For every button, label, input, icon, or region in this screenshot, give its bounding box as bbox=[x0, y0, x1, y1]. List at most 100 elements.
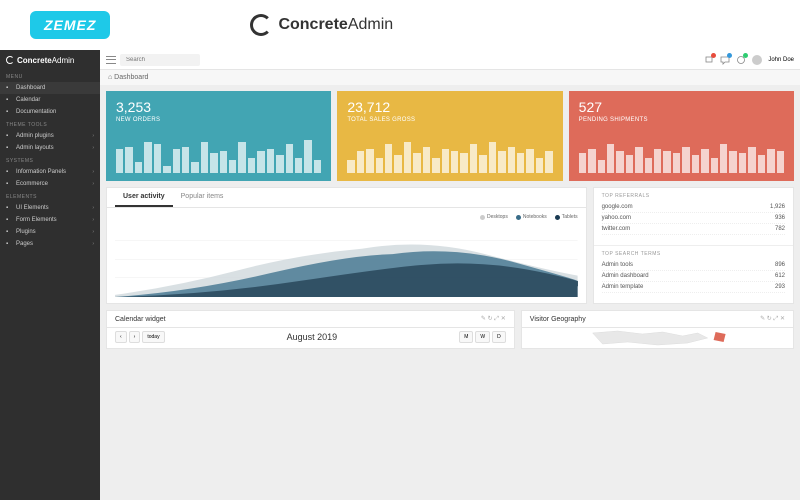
area-chart bbox=[115, 222, 578, 297]
sidebar-item[interactable]: ▪ Admin plugins › bbox=[0, 130, 100, 142]
stat-card: 527 PENDING SHIPMENTS bbox=[569, 91, 794, 181]
calendar-month: August 2019 bbox=[287, 332, 338, 342]
stat-sparkline bbox=[116, 129, 321, 173]
sidebar-item[interactable]: ▪ Pages › bbox=[0, 238, 100, 250]
chevron-right-icon: › bbox=[92, 229, 94, 235]
cal-prev-button[interactable]: ‹ bbox=[115, 331, 127, 343]
info-icon: ▪ bbox=[6, 169, 12, 175]
chevron-right-icon: › bbox=[92, 133, 94, 139]
chevron-right-icon: › bbox=[92, 241, 94, 247]
tab[interactable]: User activity bbox=[115, 188, 173, 207]
promo-header: ZEMEZ ConcreteAdmin bbox=[0, 0, 800, 50]
sidebar-item-label: Calendar bbox=[16, 97, 40, 103]
sidebar-item-label: Documentation bbox=[16, 109, 56, 115]
activity-tabs: User activityPopular items bbox=[107, 188, 586, 208]
sidebar-item-label: Form Elements bbox=[16, 217, 57, 223]
zemez-badge: ZEMEZ bbox=[30, 11, 110, 39]
sidebar-section-header: SYSTEMS bbox=[0, 154, 100, 166]
stat-label: PENDING SHIPMENTS bbox=[579, 117, 784, 123]
referral-row[interactable]: google.com1,926 bbox=[602, 202, 785, 213]
calendar-panel: Calendar widget ✎ ↻ ⤢ ✕ ‹ › today August… bbox=[106, 310, 515, 349]
sidebar-section-header: ELEMENTS bbox=[0, 190, 100, 202]
sidebar-item-label: Ecommerce bbox=[16, 181, 48, 187]
sidebar-item[interactable]: ▪ Dashboard bbox=[0, 82, 100, 94]
stat-card: 23,712 TOTAL SALES GROSS bbox=[337, 91, 562, 181]
user-name[interactable]: John Doe bbox=[768, 57, 794, 63]
legend-item: Desktops bbox=[480, 214, 508, 220]
panel-actions[interactable]: ✎ ↻ ⤢ ✕ bbox=[481, 315, 506, 323]
chevron-right-icon: › bbox=[92, 217, 94, 223]
calendar-title: Calendar widget bbox=[115, 316, 166, 323]
sidebar-item[interactable]: ▪Documentation bbox=[0, 106, 100, 118]
chevron-right-icon: › bbox=[92, 181, 94, 187]
form-icon: ▪ bbox=[6, 217, 12, 223]
sidebar-item[interactable]: ▪Plugins› bbox=[0, 226, 100, 238]
referral-row[interactable]: Admin template293 bbox=[602, 282, 785, 293]
message-icon[interactable] bbox=[720, 55, 730, 65]
sidebar-item[interactable]: ▪ Form Elements › bbox=[0, 214, 100, 226]
referral-row[interactable]: Admin dashboard612 bbox=[602, 271, 785, 282]
chevron-right-icon: › bbox=[92, 169, 94, 175]
sidebar-c-icon bbox=[6, 56, 14, 64]
calendar-icon: ▪ bbox=[6, 97, 12, 103]
legend-item: Notebooks bbox=[516, 214, 547, 220]
menu-toggle-icon[interactable] bbox=[106, 56, 116, 64]
breadcrumb: ⌂ Dashboard bbox=[100, 70, 800, 85]
plugin-icon: ▪ bbox=[6, 133, 12, 139]
sidebar-item-label: Admin plugins bbox=[16, 133, 54, 139]
stat-sparkline bbox=[347, 129, 552, 173]
sidebar-section-header: THEME TOOLS bbox=[0, 118, 100, 130]
stat-sparkline bbox=[579, 129, 784, 173]
concrete-logo: ConcreteAdmin bbox=[250, 14, 393, 36]
legend-dot-icon bbox=[555, 215, 560, 220]
tab[interactable]: Popular items bbox=[173, 188, 232, 207]
notification-icon[interactable] bbox=[704, 55, 714, 65]
sidebar-item[interactable]: ▪ Calendar bbox=[0, 94, 100, 106]
cal-next-button[interactable]: › bbox=[129, 331, 141, 343]
alert-icon[interactable] bbox=[736, 55, 746, 65]
sidebar-item-label: Plugins bbox=[16, 229, 36, 235]
sidebar-item[interactable]: ▪ UI Elements › bbox=[0, 202, 100, 214]
ui-icon: ▪ bbox=[6, 205, 12, 211]
home-icon: ▪ bbox=[6, 85, 12, 91]
legend-dot-icon bbox=[480, 215, 485, 220]
sidebar-item[interactable]: ▪Ecommerce› bbox=[0, 178, 100, 190]
cal-day-button[interactable]: D bbox=[492, 331, 506, 343]
sidebar-item-label: UI Elements bbox=[16, 205, 49, 211]
referral-row[interactable]: Admin tools896 bbox=[602, 260, 785, 271]
sidebar-item-label: Information Panels bbox=[16, 169, 66, 175]
user-avatar[interactable] bbox=[752, 55, 762, 65]
sidebar-item[interactable]: ▪ Information Panels › bbox=[0, 166, 100, 178]
chevron-right-icon: › bbox=[92, 205, 94, 211]
stat-value: 3,253 bbox=[116, 99, 321, 115]
panel-actions[interactable]: ✎ ↻ ⤢ ✕ bbox=[760, 315, 785, 323]
map-preview bbox=[522, 328, 793, 348]
cal-week-button[interactable]: W bbox=[475, 331, 490, 343]
search-terms-title: TOP SEARCH TERMS bbox=[602, 251, 785, 257]
sidebar-item-label: Dashboard bbox=[16, 85, 45, 91]
cal-today-button[interactable]: today bbox=[142, 331, 164, 343]
stat-label: NEW ORDERS bbox=[116, 117, 321, 123]
sidebar: ConcreteAdmin MENU▪Dashboard▪Calendar▪Do… bbox=[0, 50, 100, 500]
topbar: John Doe bbox=[100, 50, 800, 70]
geography-panel: Visitor Geography ✎ ↻ ⤢ ✕ bbox=[521, 310, 794, 349]
chevron-right-icon: › bbox=[92, 145, 94, 151]
referral-row[interactable]: yahoo.com936 bbox=[602, 213, 785, 224]
layout-icon: ▪ bbox=[6, 145, 12, 151]
search-input[interactable] bbox=[120, 54, 200, 66]
referral-row[interactable]: twitter.com782 bbox=[602, 224, 785, 235]
legend-dot-icon bbox=[516, 215, 521, 220]
sidebar-section-header: MENU bbox=[0, 70, 100, 82]
chart-legend: DesktopsNotebooksTablets bbox=[115, 212, 578, 222]
activity-panel: User activityPopular items Desktops Noteb… bbox=[106, 187, 587, 304]
stat-value: 23,712 bbox=[347, 99, 552, 115]
sidebar-item-label: Pages bbox=[16, 241, 33, 247]
sidebar-logo: ConcreteAdmin bbox=[0, 50, 100, 70]
stat-card: 3,253 NEW ORDERS bbox=[106, 91, 331, 181]
cal-month-button[interactable]: M bbox=[459, 331, 473, 343]
sidebar-item[interactable]: ▪Admin layouts› bbox=[0, 142, 100, 154]
stat-label: TOTAL SALES GROSS bbox=[347, 117, 552, 123]
page-icon: ▪ bbox=[6, 241, 12, 247]
concrete-c-icon bbox=[250, 14, 272, 36]
stat-value: 527 bbox=[579, 99, 784, 115]
